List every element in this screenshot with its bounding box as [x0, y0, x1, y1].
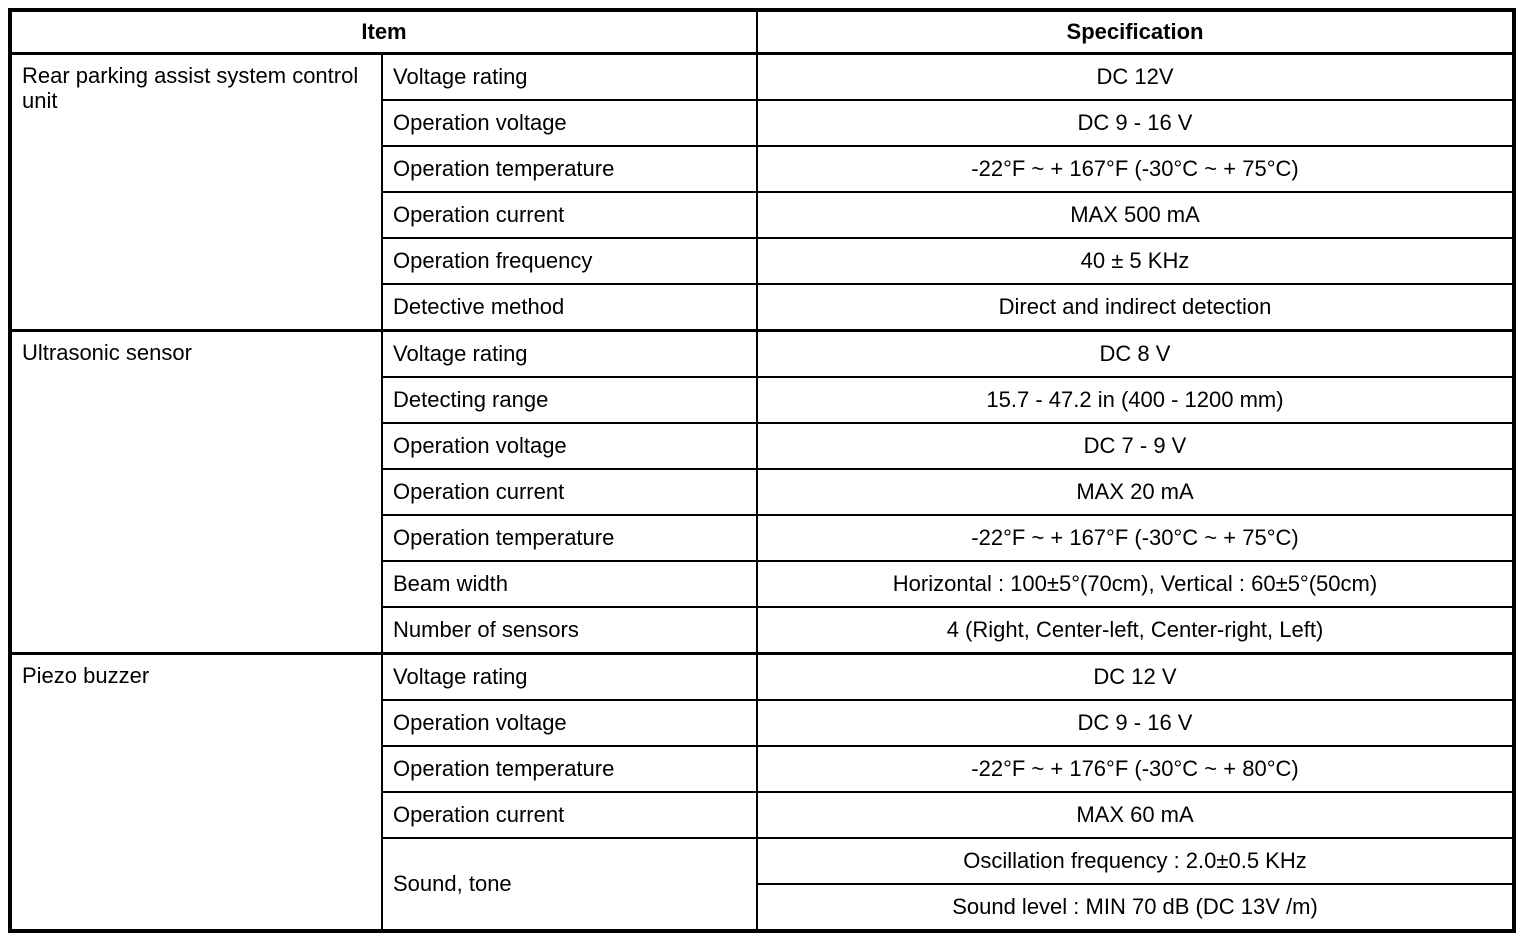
table-row: Operation voltage DC 9 - 16 V — [10, 99, 1515, 147]
table-row: Operation temperature -22°F ~ + 167°F (-… — [10, 145, 1515, 193]
table-row: Detecting range 15.7 - 47.2 in (400 - 12… — [10, 376, 1515, 424]
spec-cell: 40 ± 5 KHz — [756, 237, 1515, 285]
table-row: Number of sensors 4 (Right, Center-left,… — [10, 606, 1515, 655]
spec-cell: -22°F ~ + 167°F (-30°C ~ + 75°C) — [756, 514, 1515, 562]
item-cell: Operation current — [381, 468, 758, 516]
item-cell: Operation frequency — [381, 237, 758, 285]
table-row: Operation voltage DC 7 - 9 V — [10, 422, 1515, 470]
table-body: Rear parking assist system control unit … — [9, 52, 1515, 932]
specification-table: Item Specification Rear parking assist s… — [8, 8, 1516, 933]
header-specification: Specification — [756, 9, 1515, 55]
table-row: Rear parking assist system control unit … — [9, 52, 1515, 332]
table-row: Operation current MAX 60 mA — [10, 791, 1515, 839]
table-header: Item Specification — [9, 9, 1515, 55]
spec-cell: DC 12V — [756, 52, 1515, 101]
item-cell: Voltage rating — [381, 52, 758, 101]
item-cell: Operation temperature — [381, 745, 758, 793]
table-row: Piezo buzzer Voltage rating DC 12 V — [9, 652, 1515, 932]
table-row: Operation temperature -22°F ~ + 167°F (-… — [10, 514, 1515, 562]
group-label-ultrasonic-sensor: Ultrasonic sensor — [9, 329, 383, 655]
spec-cell: DC 8 V — [756, 329, 1515, 378]
item-cell: Operation temperature — [381, 514, 758, 562]
table-row: Operation current MAX 20 mA — [10, 468, 1515, 516]
item-cell: Operation voltage — [381, 99, 758, 147]
spec-cell: 15.7 - 47.2 in (400 - 1200 mm) — [756, 376, 1515, 424]
item-cell: Detective method — [381, 283, 758, 332]
spec-cell: Direct and indirect detection — [756, 283, 1515, 332]
spec-cell: DC 7 - 9 V — [756, 422, 1515, 470]
item-cell: Operation current — [381, 791, 758, 839]
table-row: Operation current MAX 500 mA — [10, 191, 1515, 239]
table-row: Operation frequency 40 ± 5 KHz — [10, 237, 1515, 285]
item-cell: Beam width — [381, 560, 758, 608]
item-cell-sound-tone: Sound, tone — [381, 837, 758, 932]
group-label-control-unit: Rear parking assist system control unit — [9, 52, 383, 332]
spec-cell: DC 9 - 16 V — [756, 99, 1515, 147]
item-cell: Voltage rating — [381, 329, 758, 378]
spec-cell: MAX 500 mA — [756, 191, 1515, 239]
table-row: Operation temperature -22°F ~ + 176°F (-… — [10, 745, 1515, 793]
item-cell: Operation voltage — [381, 422, 758, 470]
spec-cell: Sound level : MIN 70 dB (DC 13V /m) — [756, 883, 1515, 932]
item-cell: Voltage rating — [381, 652, 758, 701]
item-cell: Operation current — [381, 191, 758, 239]
item-cell: Number of sensors — [381, 606, 758, 655]
spec-cell: MAX 60 mA — [756, 791, 1515, 839]
spec-cell: DC 9 - 16 V — [756, 699, 1515, 747]
item-cell: Detecting range — [381, 376, 758, 424]
spec-cell: DC 12 V — [756, 652, 1515, 701]
table-row: Detective method Direct and indirect det… — [10, 283, 1515, 332]
spec-cell: 4 (Right, Center-left, Center-right, Lef… — [756, 606, 1515, 655]
table-row: Operation voltage DC 9 - 16 V — [10, 699, 1515, 747]
item-cell: Operation voltage — [381, 699, 758, 747]
spec-cell: Oscillation frequency : 2.0±0.5 KHz — [756, 837, 1515, 885]
spec-cell: Horizontal : 100±5°(70cm), Vertical : 60… — [756, 560, 1515, 608]
spec-cell: -22°F ~ + 176°F (-30°C ~ + 80°C) — [756, 745, 1515, 793]
header-row: Item Specification — [9, 9, 1515, 55]
table-row: Beam width Horizontal : 100±5°(70cm), Ve… — [10, 560, 1515, 608]
group-label-piezo-buzzer: Piezo buzzer — [9, 652, 383, 932]
header-item: Item — [9, 9, 758, 55]
table-row: Ultrasonic sensor Voltage rating DC 8 V — [9, 329, 1515, 655]
spec-cell: MAX 20 mA — [756, 468, 1515, 516]
item-cell: Operation temperature — [381, 145, 758, 193]
spec-cell: -22°F ~ + 167°F (-30°C ~ + 75°C) — [756, 145, 1515, 193]
